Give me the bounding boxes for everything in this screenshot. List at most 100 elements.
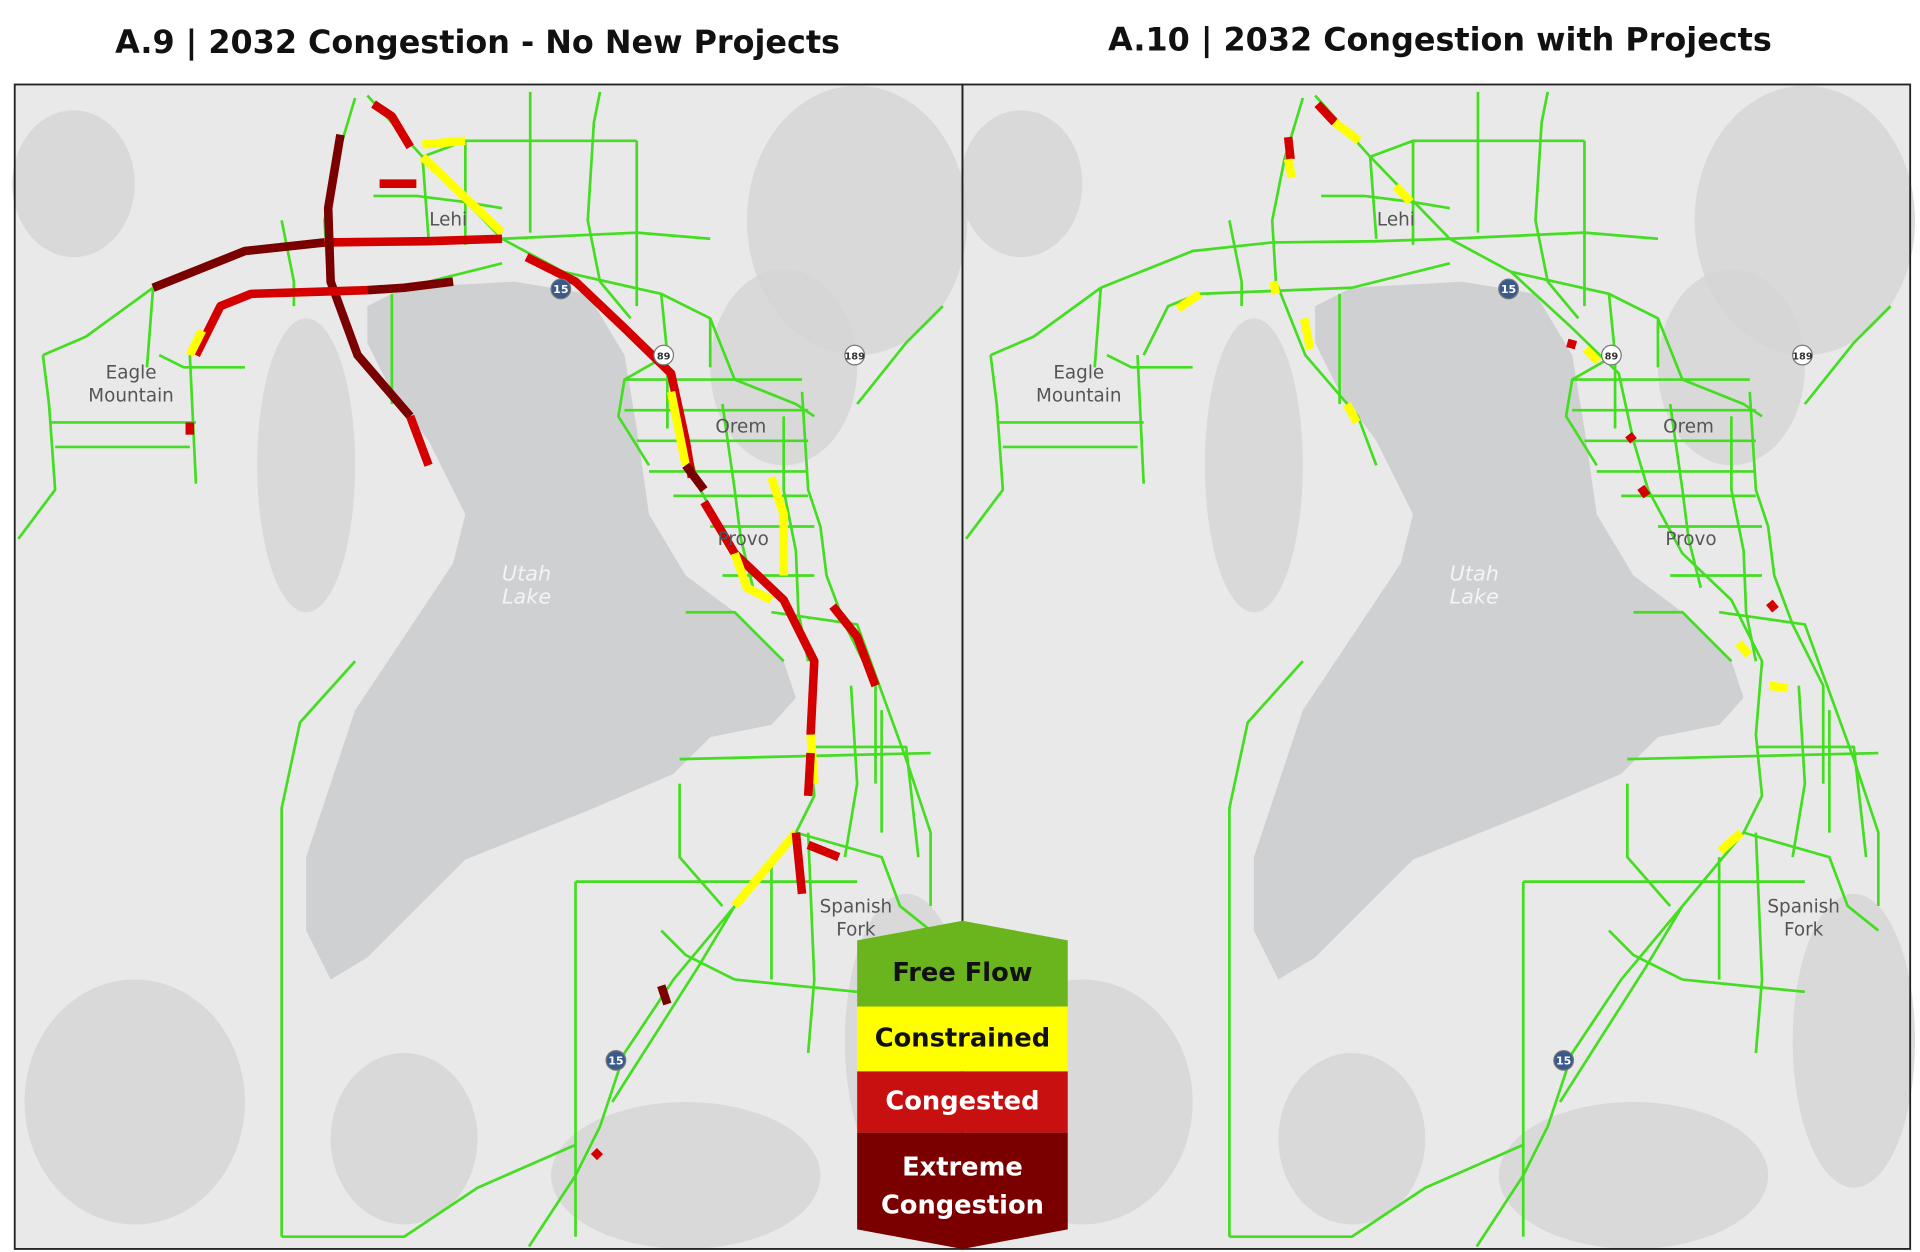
road xyxy=(1229,1143,1524,1239)
road xyxy=(856,305,944,405)
place-label: Mountain xyxy=(88,386,174,407)
terrain xyxy=(24,979,245,1225)
route-shield xyxy=(653,344,675,366)
road xyxy=(1625,783,1672,907)
route-shield xyxy=(550,278,572,300)
road xyxy=(145,287,155,368)
road xyxy=(1718,610,1880,907)
road xyxy=(1564,353,1616,467)
terrain xyxy=(1204,318,1303,613)
legend-label: Congested xyxy=(885,1087,1039,1117)
road xyxy=(808,745,920,858)
legend-swatch xyxy=(857,1132,1068,1249)
place-label: Lake xyxy=(502,585,551,609)
congestion-segment xyxy=(1735,640,1752,658)
road xyxy=(1791,685,1807,858)
route-shield xyxy=(1553,1049,1575,1071)
congestion-segment xyxy=(1314,101,1338,126)
place-label: Orem xyxy=(1663,416,1714,437)
terrain xyxy=(1498,1102,1769,1249)
road xyxy=(1321,194,1451,210)
road xyxy=(501,231,711,241)
road xyxy=(1668,403,1703,589)
congestion-segment xyxy=(666,390,690,467)
terrain xyxy=(710,269,858,466)
congestion-segment xyxy=(767,476,788,576)
route-number: 15 xyxy=(1501,283,1516,296)
congestion-segment xyxy=(422,136,466,149)
road xyxy=(280,660,357,1237)
road xyxy=(1754,832,1764,1054)
road xyxy=(678,783,724,907)
road xyxy=(1730,416,1758,662)
road xyxy=(806,832,816,1054)
congestion-segment xyxy=(700,499,819,735)
place-label: Orem xyxy=(715,416,766,437)
terrain xyxy=(12,110,135,258)
terrain xyxy=(257,318,356,613)
congestion-segment xyxy=(1175,290,1203,313)
road xyxy=(1558,905,1684,1103)
route-number: 15 xyxy=(553,283,568,296)
route-number: 89 xyxy=(1605,351,1619,362)
legend-label: Free Flow xyxy=(892,958,1032,988)
road xyxy=(280,220,296,307)
road xyxy=(1682,978,1806,994)
place-label: Lehi xyxy=(429,209,467,230)
place-label: Utah xyxy=(502,561,551,585)
legend-label: Constrained xyxy=(875,1023,1050,1053)
place-label: Mountain xyxy=(1036,386,1122,407)
congestion-segment xyxy=(1343,402,1361,425)
left-map-title: A.9 | 2032 Congestion - No New Projects xyxy=(115,23,840,62)
route-number: 15 xyxy=(1556,1055,1571,1068)
terrain xyxy=(1657,269,1805,466)
road xyxy=(1449,231,1659,241)
road xyxy=(1228,660,1304,1237)
road xyxy=(679,751,931,761)
terrain xyxy=(960,110,1083,258)
place-label: Spanish xyxy=(820,896,893,917)
road xyxy=(373,194,503,210)
place-label: Fork xyxy=(836,920,876,941)
place-label: Fork xyxy=(1784,920,1824,941)
route-number: 189 xyxy=(844,351,865,362)
legend-label: Congestion xyxy=(881,1191,1044,1221)
road xyxy=(281,1143,577,1239)
congestion-segment xyxy=(829,603,880,688)
congestion-segment xyxy=(730,552,774,604)
road xyxy=(965,354,1005,540)
congestion-segment xyxy=(1717,829,1745,855)
congestion-segment xyxy=(524,253,697,479)
congestion-segment xyxy=(806,840,841,862)
terrain xyxy=(1792,893,1916,1188)
congestion-segment xyxy=(1269,280,1281,295)
road xyxy=(1803,305,1892,405)
congestion-segment xyxy=(406,414,433,467)
route-shield xyxy=(1792,344,1813,366)
left-map: 15 89 189 15 Lehi Eagle Mountain Orem Provo UtahL… xyxy=(12,85,968,1249)
road xyxy=(1633,610,1733,663)
road xyxy=(734,978,858,994)
road xyxy=(42,286,154,357)
right-map-frame xyxy=(961,83,1912,1250)
road xyxy=(1534,91,1580,320)
road xyxy=(586,91,632,320)
place-label: Utah xyxy=(1450,561,1499,585)
congestion-segment xyxy=(731,829,800,909)
road xyxy=(1510,270,1660,368)
road xyxy=(1755,745,1868,858)
place-label: Lehi xyxy=(1377,209,1415,230)
right-map: 1589189156LehiEagleMountainOremProvoUtah… xyxy=(898,85,1916,1249)
right-map-title: A.10 | 2032 Congestion with Projects xyxy=(1108,21,1772,60)
lake xyxy=(1253,281,1744,980)
route-number: 15 xyxy=(608,1055,623,1068)
legend-swatch xyxy=(857,1071,1068,1133)
road xyxy=(1743,831,1880,932)
place-label: Provo xyxy=(1665,529,1716,550)
terrain xyxy=(1278,1053,1426,1225)
legend-swatch xyxy=(857,920,1068,1007)
route-number: 189 xyxy=(1792,351,1813,362)
congestion-segment xyxy=(1332,119,1362,145)
